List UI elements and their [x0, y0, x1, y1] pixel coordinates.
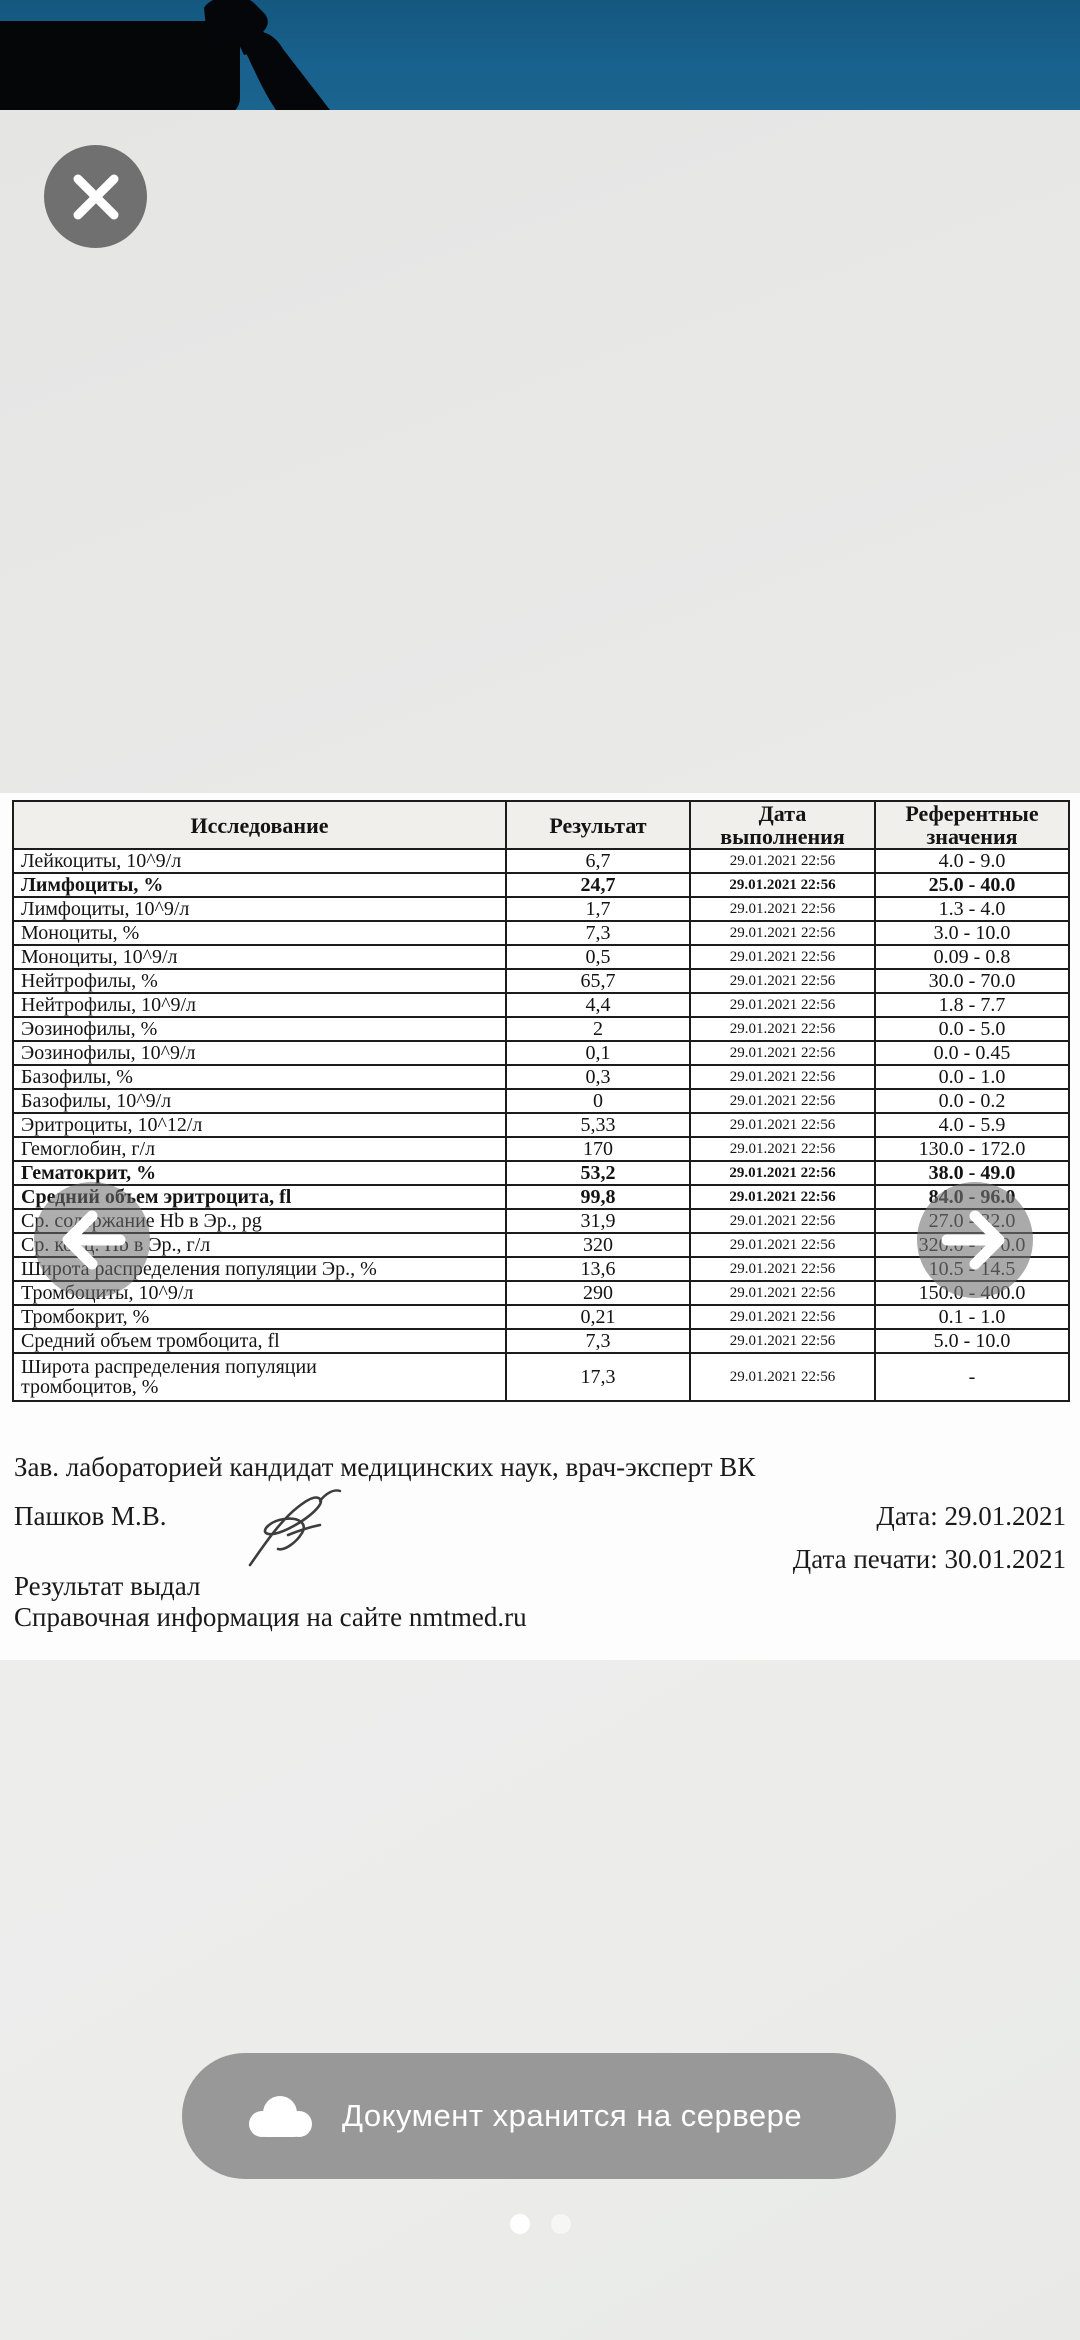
page-dot-2[interactable]: [550, 2214, 571, 2234]
table-row: Гематокрит, % 53,2 29.01.2021 22:56 38.0 - …: [12, 1160, 1070, 1187]
background-bottom: [0, 1660, 1080, 2340]
column-header-date: Дата выполнения: [689, 799, 876, 851]
arrow-left-icon: [62, 1210, 126, 1270]
table-row: Средний объем эритроцита, fl 99,8 29.01.20…: [12, 1184, 1070, 1211]
column-header-result: Результат: [505, 799, 691, 851]
signature-scribble-icon: [248, 1489, 342, 1567]
table-row: Лимфоциты, 10^9/л 1,7 29.01.2021 22:56 1.3 …: [12, 896, 1070, 923]
print-date: Дата печати: 30.01.2021: [792, 1544, 1066, 1574]
card-silhouette: [0, 21, 240, 110]
table-header-row: Исследование Результат Дата выполнения Р…: [12, 799, 1070, 851]
table-row: Гемоглобин, г/л 170 29.01.2021 22:56 130.0 …: [12, 1136, 1070, 1163]
report-date: Дата: 29.01.2021: [876, 1501, 1066, 1531]
lab-report-page: Исследование Результат Дата выполнения Р…: [0, 793, 1080, 1660]
photo-banner: [0, 0, 1080, 110]
info-line: Справочная информация на сайте nmtmed.ru: [14, 1602, 527, 1632]
results-table-body: Лейкоциты, 10^9/л 6,7 29.01.2021 22:56 4.0 …: [12, 848, 1070, 1403]
table-row: Широта распределения популяции Эр., % 13,…: [12, 1256, 1070, 1283]
table-row: Широта распределения популяции тромбоцит…: [12, 1352, 1070, 1403]
table-row: Эозинофилы, 10^9/л 0,1 29.01.2021 22:56 0.0…: [12, 1040, 1070, 1067]
table-row: Нейтрофилы, 10^9/л 4,4 29.01.2021 22:56 1.8…: [12, 992, 1070, 1019]
table-row: Лимфоциты, % 24,7 29.01.2021 22:56 25.0 - 4…: [12, 872, 1070, 899]
table-row: Средний объем тромбоцита, fl 7,3 29.01.202…: [12, 1328, 1070, 1355]
table-row: Ср. содержание Hb в Эр., pg31,929.01.202…: [12, 1208, 1070, 1235]
column-header-reference: Референтные значения: [874, 799, 1070, 851]
close-button[interactable]: [44, 145, 147, 248]
next-page-button[interactable]: [917, 1182, 1033, 1298]
table-row: Моноциты, % 7,3 29.01.2021 22:56 3.0 - 10.0: [12, 920, 1070, 947]
hand-holding-card-silhouette-icon: [204, 0, 330, 110]
results-table: Исследование Результат Дата выполнения Р…: [12, 799, 1070, 1403]
toast-text: Документ хранится на сервере: [342, 2098, 803, 2133]
table-row: Тромбокрит, % 0,21 29.01.2021 22:56 0.1 - 1…: [12, 1304, 1070, 1331]
table-row: Базофилы, 10^9/л 0 29.01.2021 22:56 0.0 - 0…: [12, 1088, 1070, 1115]
page-dot-1[interactable]: [509, 2214, 530, 2234]
table-row: Базофилы, % 0,3 29.01.2021 22:56 0.0 - 1.0: [12, 1064, 1070, 1091]
server-storage-toast: Документ хранится на сервере: [182, 2053, 896, 2179]
table-row: Эозинофилы, % 2 29.01.2021 22:56 0.0 - 5.0: [12, 1016, 1070, 1043]
table-row: Нейтрофилы, % 65,7 29.01.2021 22:56 30.0 - …: [12, 968, 1070, 995]
table-row: Лейкоциты, 10^9/л 6,7 29.01.2021 22:56 4.0 …: [12, 848, 1070, 875]
column-header-test: Исследование: [12, 799, 507, 851]
page-indicator: [0, 2214, 1080, 2234]
table-row: Моноциты, 10^9/л 0,5 29.01.2021 22:56 0.09 …: [12, 944, 1070, 971]
arrow-right-icon: [941, 1210, 1005, 1270]
cloud-icon: [244, 2091, 316, 2141]
close-icon: [73, 174, 118, 219]
previous-page-button[interactable]: [34, 1182, 150, 1298]
result-issued-line: Результат выдал: [14, 1571, 201, 1601]
signer-name: Пашков М.В.: [14, 1501, 167, 1531]
table-row: Эритроциты, 10^12/л 5,33 29.01.2021 22:56 4…: [12, 1112, 1070, 1139]
background-top: [0, 110, 1080, 793]
lab-head-line: Зав. лабораторией кандидат медицинских н…: [14, 1452, 756, 1482]
